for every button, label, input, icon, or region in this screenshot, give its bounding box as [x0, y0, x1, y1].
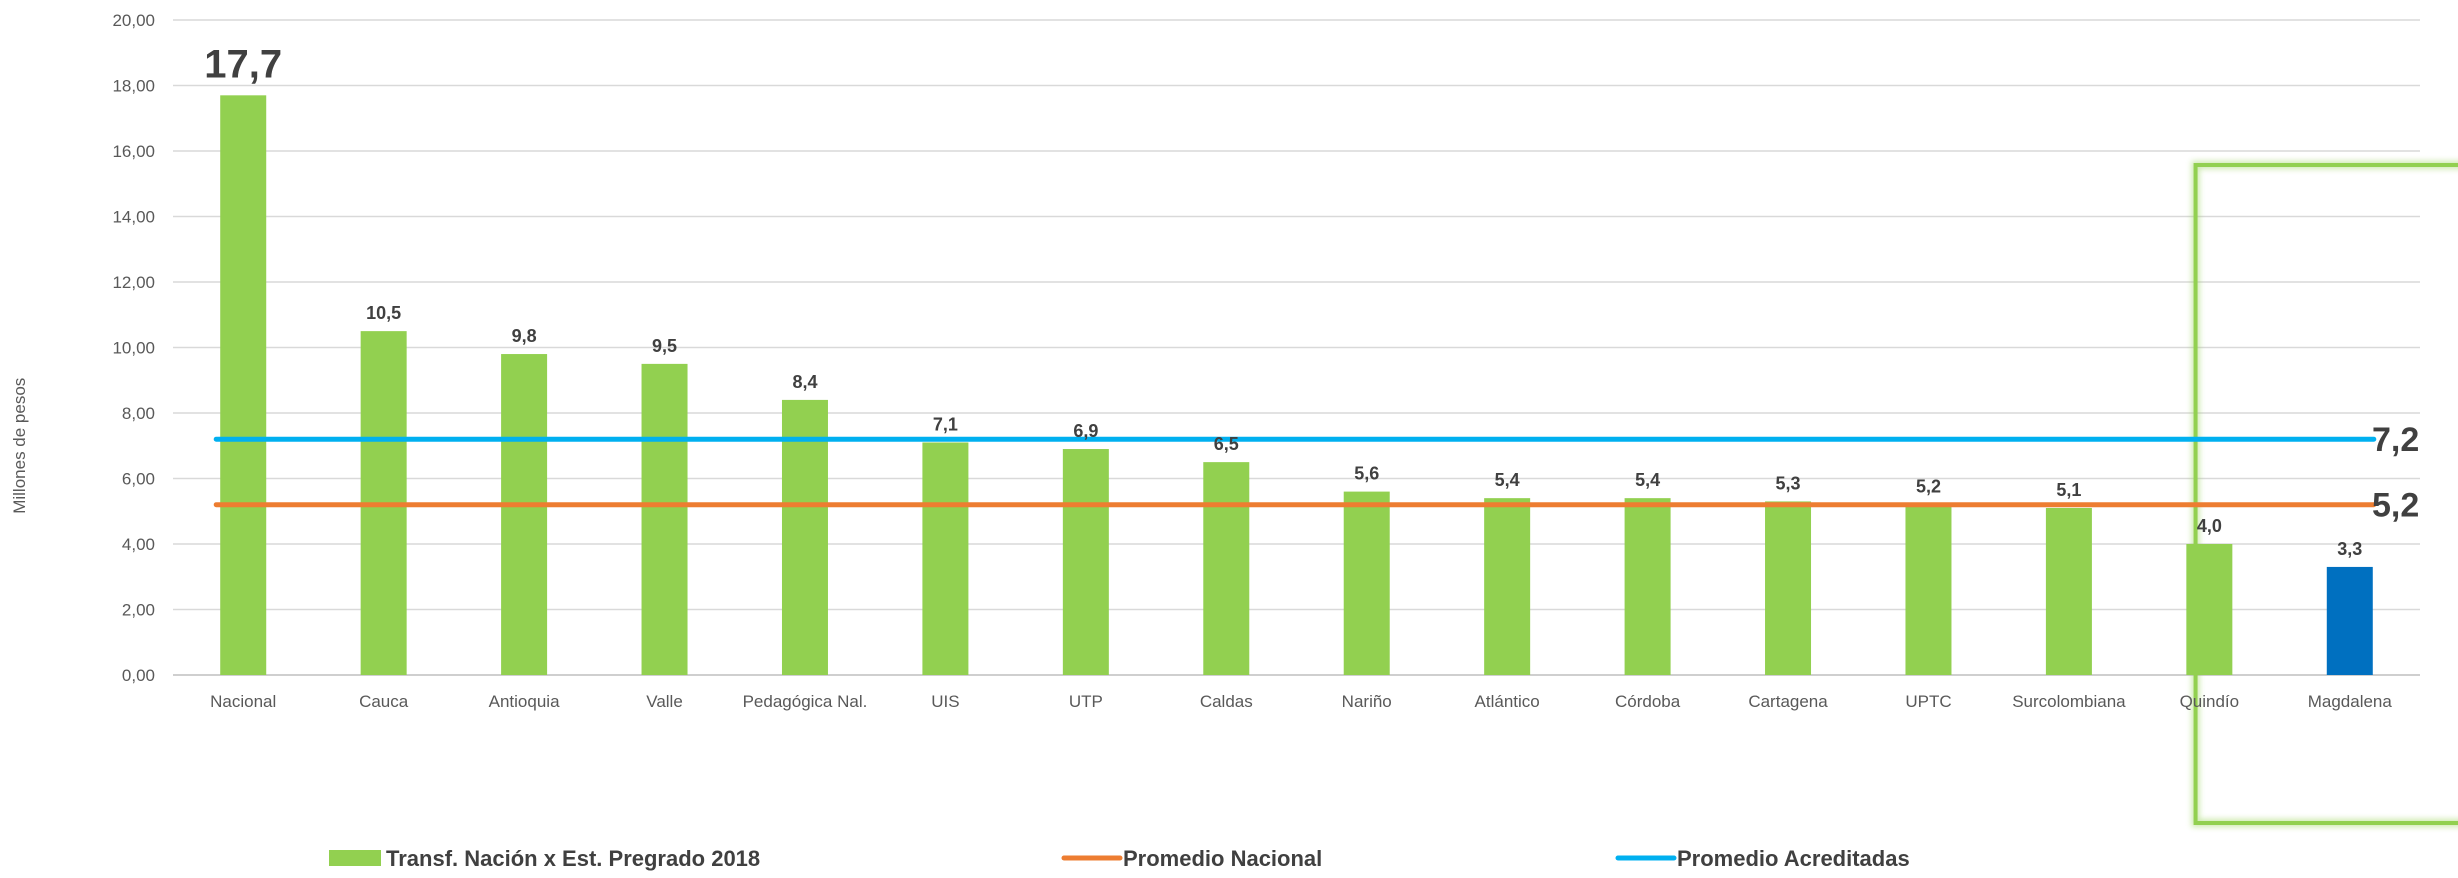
x-tick-label: Cauca: [359, 692, 409, 711]
x-tick-label: Magdalena: [2308, 692, 2393, 711]
data-label: 5,4: [1635, 470, 1660, 490]
legend-label: Promedio Nacional: [1123, 846, 1322, 871]
x-tick-label: Pedagógica Nal.: [743, 692, 868, 711]
data-label: 5,6: [1354, 464, 1379, 484]
data-label: 5,1: [2056, 480, 2081, 500]
y-tick-label: 0,00: [122, 666, 155, 685]
highlight-box: [2193, 163, 2458, 825]
x-tick-label: Nariño: [1342, 692, 1392, 711]
x-tick-label: UPTC: [1905, 692, 1951, 711]
x-tick-label: Caldas: [1200, 692, 1253, 711]
bar: [641, 363, 688, 675]
y-tick-label: 14,00: [112, 208, 155, 227]
bar: [220, 95, 267, 675]
data-label: 4,0: [2197, 516, 2222, 536]
legend-swatch: [329, 850, 381, 866]
data-label: 5,4: [1495, 470, 1520, 490]
x-tick-label: Quindío: [2180, 692, 2240, 711]
x-tick-label: Cartagena: [1748, 692, 1828, 711]
data-label: 10,5: [366, 303, 401, 323]
x-tick-label: Surcolombiana: [2012, 692, 2126, 711]
legend-label: Promedio Acreditadas: [1677, 846, 1910, 871]
data-label: 5,3: [1776, 473, 1801, 493]
bar: [1905, 504, 1952, 675]
bar: [922, 442, 969, 675]
data-label: 3,3: [2337, 539, 2362, 559]
y-tick-label: 12,00: [112, 273, 155, 292]
data-label: 17,7: [204, 42, 282, 86]
bar: [1624, 498, 1671, 675]
y-tick-label: 10,00: [112, 339, 155, 358]
y-tick-label: 2,00: [122, 601, 155, 620]
data-label: 5,2: [1916, 477, 1941, 497]
data-label: 9,5: [652, 336, 677, 356]
x-tick-label: Nacional: [210, 692, 276, 711]
x-tick-label: Antioquia: [489, 692, 560, 711]
x-tick-label: Córdoba: [1615, 692, 1681, 711]
y-tick-label: 8,00: [122, 404, 155, 423]
bar: [2045, 507, 2092, 675]
bar: [501, 354, 548, 675]
x-tick-label: Atlántico: [1475, 692, 1540, 711]
data-label: 8,4: [792, 372, 817, 392]
y-tick-label: 16,00: [112, 142, 155, 161]
bar: [781, 399, 828, 675]
y-tick-label: 20,00: [112, 11, 155, 30]
bar: [1484, 498, 1531, 675]
bar: [2186, 544, 2233, 675]
y-tick-label: 6,00: [122, 470, 155, 489]
x-tick-label: UTP: [1069, 692, 1103, 711]
data-label: 6,5: [1214, 434, 1239, 454]
bar: [1765, 501, 1812, 675]
y-tick-label: 18,00: [112, 77, 155, 96]
y-axis-label: Millones de pesos: [10, 378, 29, 514]
reference-line-label: 7,2: [2372, 421, 2419, 459]
bar: [1062, 449, 1109, 675]
reference-line-label: 5,2: [2372, 487, 2419, 525]
x-tick-label: UIS: [931, 692, 959, 711]
data-label: 9,8: [512, 326, 537, 346]
bar: [1203, 462, 1250, 675]
y-tick-label: 4,00: [122, 535, 155, 554]
data-label: 6,9: [1073, 421, 1098, 441]
bar: [1343, 491, 1390, 675]
bar: [2326, 566, 2373, 675]
x-tick-label: Valle: [646, 692, 683, 711]
legend-label: Transf. Nación x Est. Pregrado 2018: [386, 846, 760, 871]
data-label: 7,1: [933, 414, 958, 434]
